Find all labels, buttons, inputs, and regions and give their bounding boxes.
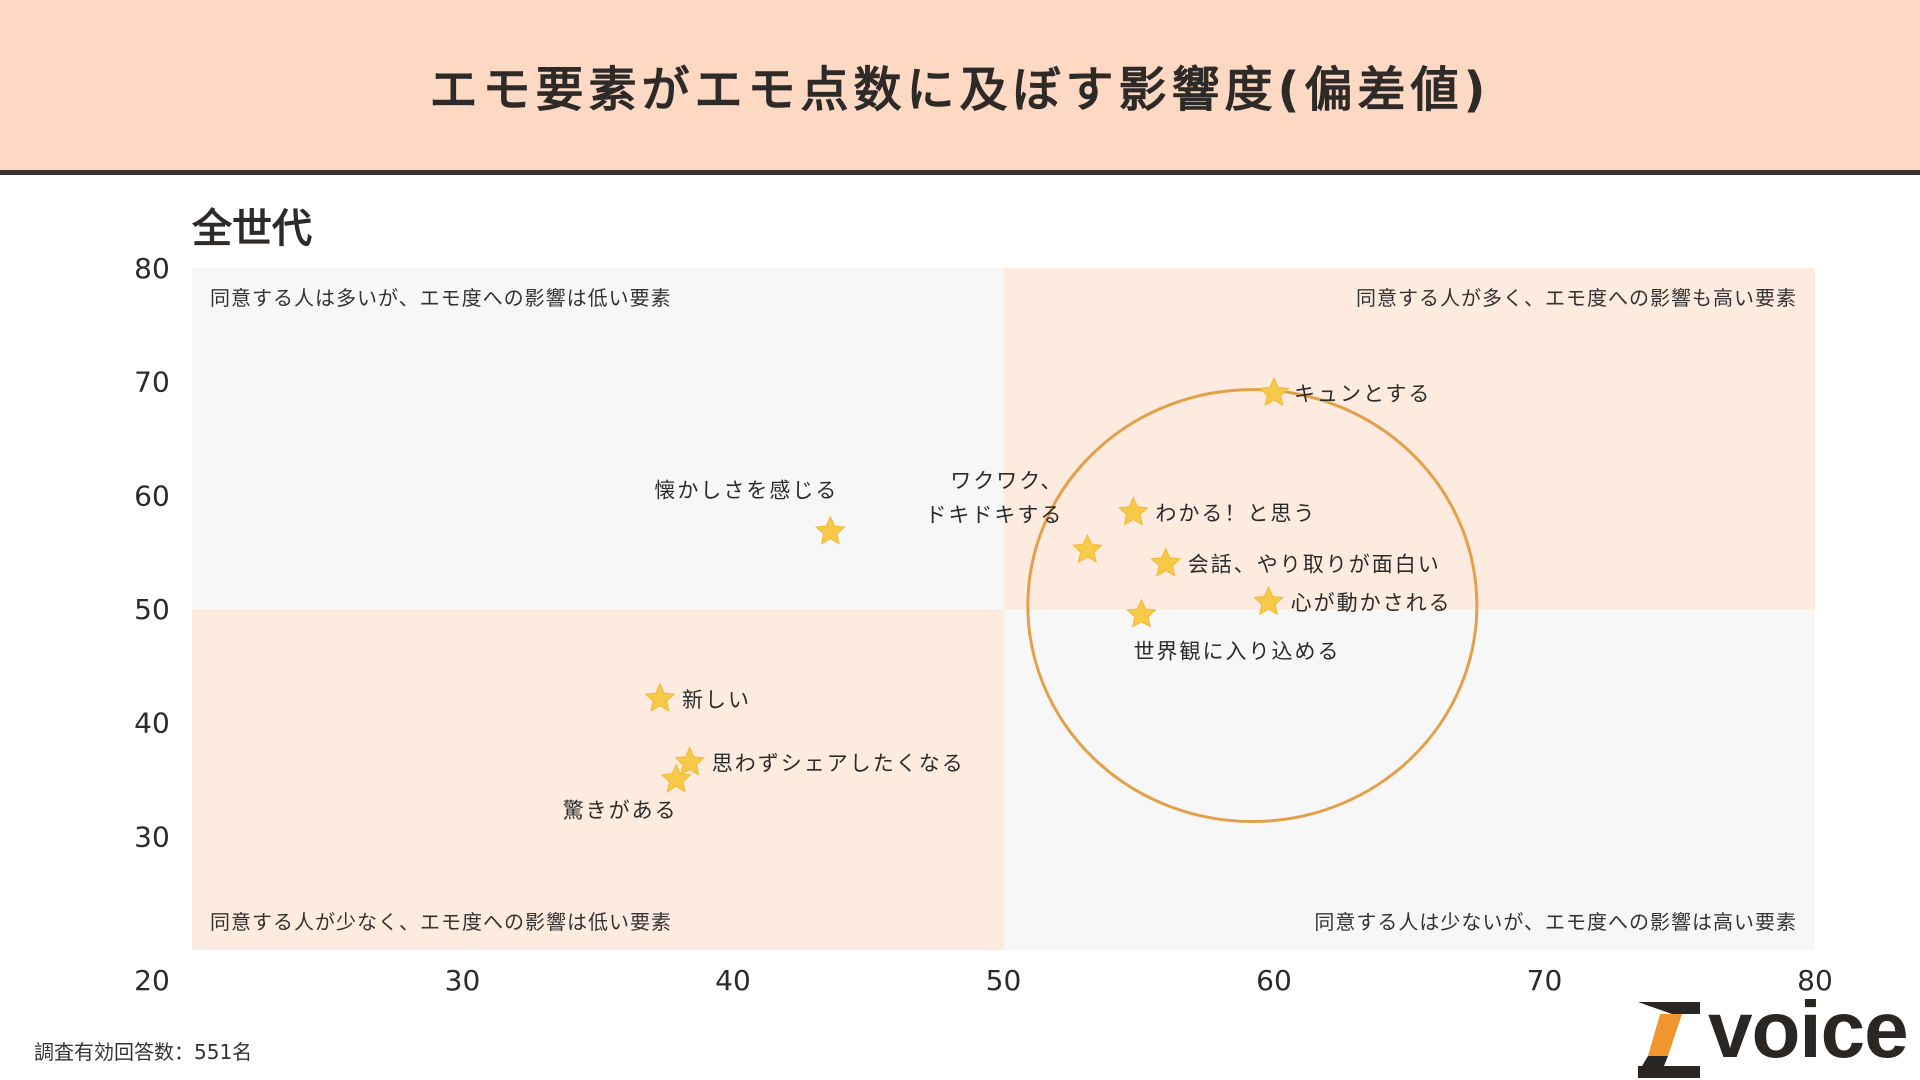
data-point-label: 驚きがある <box>563 799 678 823</box>
quadrant-bottom-right <box>1003 609 1815 950</box>
x-tick-label: 50 <box>986 964 1022 997</box>
x-tick-label: 80 <box>1797 964 1833 997</box>
quadrant-label-bottom-left: 同意する人が少なく、エモ度への影響は低い要素 <box>210 910 672 934</box>
data-point-label: 世界観に入り込める <box>1133 640 1340 664</box>
data-point-star <box>660 763 692 793</box>
data-point-label: ワクワク、ドキドキする <box>925 469 1063 527</box>
data-point-star <box>1150 547 1182 577</box>
x-tick-label: 30 <box>445 964 481 997</box>
chart-subtitle: 全世代 <box>192 206 312 252</box>
data-point-star <box>1258 376 1290 407</box>
x-tick-label: 70 <box>1527 964 1563 997</box>
footnote: 調査有効回答数：551名 <box>34 1040 253 1064</box>
data-point-label: キュンとする <box>1294 382 1431 406</box>
highlight-circle <box>1026 388 1479 824</box>
data-point-star <box>674 746 706 776</box>
x-tick-label: 60 <box>1256 964 1292 997</box>
data-point-label: わかる！と思う <box>1155 501 1316 525</box>
quadrant-label-top-left: 同意する人は多いが、エモ度への影響は低い要素 <box>210 286 672 310</box>
data-point-star <box>644 682 676 712</box>
data-point-label-line: ドキドキする <box>925 503 1063 527</box>
quadrant-top-right <box>1003 268 1815 609</box>
y-tick-label: 60 <box>134 479 170 512</box>
data-point-label: 思わずシェアしたくなる <box>712 751 965 775</box>
x-tick-label: 40 <box>715 964 751 997</box>
x-tick-label: 20 <box>134 964 170 997</box>
y-tick-label: 80 <box>134 252 170 285</box>
chart-title: エモ要素がエモ点数に及ぼす影響度(偏差値) <box>429 62 1491 118</box>
data-point-label: 懐かしさを感じる <box>654 479 838 503</box>
data-point-star <box>814 515 846 545</box>
zvoice-logo: voice <box>1636 985 1920 1080</box>
quadrant-bottom-left <box>192 609 1004 950</box>
logo-wordmark: voice <box>1708 985 1909 1074</box>
data-point-star <box>1126 598 1157 628</box>
z-mark-icon <box>1638 1002 1700 1078</box>
data-point-label-line: ワクワク、 <box>950 469 1063 493</box>
quadrant-label-bottom-right: 同意する人は少ないが、エモ度への影響は高い要素 <box>1314 910 1797 934</box>
data-point-label: 会話、やり取りが面白い <box>1188 553 1441 577</box>
y-tick-label: 70 <box>134 366 170 399</box>
data-point-star <box>1117 496 1149 526</box>
title-banner: エモ要素がエモ点数に及ぼす影響度(偏差値) <box>0 0 1920 175</box>
y-tick-label: 50 <box>134 593 170 626</box>
data-point-star <box>1071 533 1103 564</box>
y-tick-label: 30 <box>134 820 170 853</box>
data-point-star <box>1253 585 1285 616</box>
data-point-label: 新しい <box>682 688 751 712</box>
quadrant-label-top-right: 同意する人が多く、エモ度への影響も高い要素 <box>1356 286 1797 310</box>
y-tick-label: 40 <box>134 707 170 740</box>
data-point-label: 心が動かされる <box>1291 591 1452 615</box>
quadrant-top-left <box>192 268 1004 609</box>
